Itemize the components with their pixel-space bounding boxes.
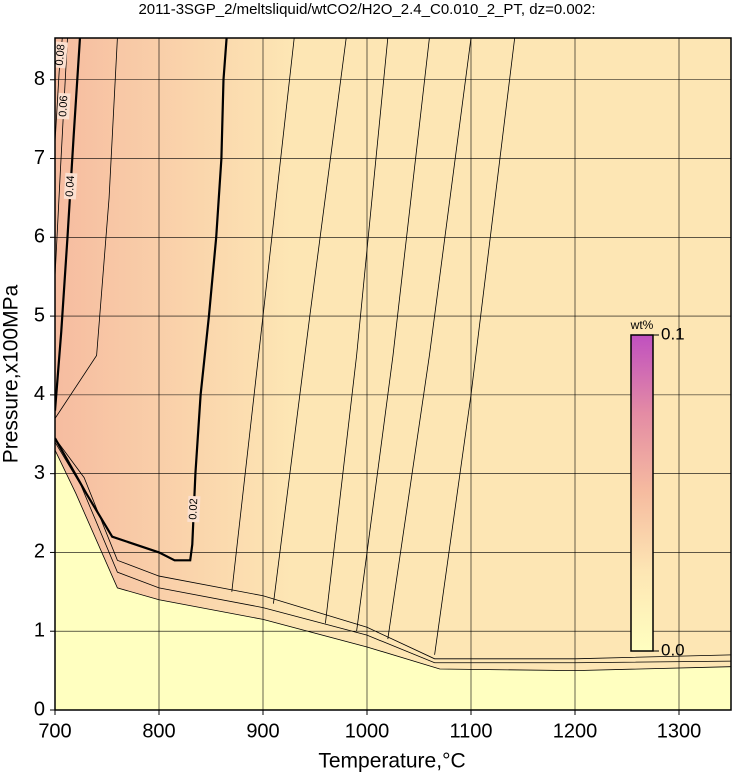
x-tick-label: 700 — [38, 720, 71, 742]
contour-line — [55, 449, 731, 672]
contour-line — [387, 38, 472, 640]
y-tick-label: 5 — [34, 304, 45, 326]
plot-frame — [54, 37, 732, 711]
y-tick-label: 4 — [34, 383, 45, 405]
contour-line — [55, 38, 68, 277]
colorbar-tick-label: 0.1 — [661, 324, 685, 343]
contour-line — [434, 38, 516, 655]
contour-label: 0.04 — [63, 172, 78, 200]
colorbar-tick-label: 0.0 — [661, 640, 685, 659]
contour-line — [55, 38, 82, 411]
contour-line — [231, 38, 295, 592]
x-tick-label: 900 — [246, 720, 279, 742]
contour-line — [273, 38, 347, 604]
y-tick-label: 7 — [34, 147, 45, 169]
contour-label: 0.06 — [57, 92, 71, 120]
y-tick-label: 8 — [34, 68, 45, 90]
contour-label-bg — [187, 495, 201, 523]
contour-label-bg — [55, 41, 68, 69]
x-tick-label: 1300 — [657, 720, 702, 742]
y-tick-label: 2 — [34, 541, 45, 563]
colorbar — [630, 334, 654, 652]
y-axis-label: Pressure,x100MPa — [0, 284, 23, 463]
plot-area: 0.02 0.04 0.06 0.08 — [54, 38, 731, 710]
y-tick-label: 3 — [34, 462, 45, 484]
contour-label-text: 0.06 — [57, 95, 70, 117]
undersaturated-region — [55, 450, 731, 710]
y-tick-label: 1 — [34, 620, 45, 642]
y-tick-label: 0 — [34, 698, 45, 720]
x-tick-label: 1200 — [553, 720, 598, 742]
colorbar-label: wt% — [630, 318, 654, 332]
x-tick-label: 1100 — [449, 720, 492, 742]
field-background — [55, 38, 731, 710]
y-tick-label: 6 — [34, 226, 45, 248]
contour-label-text: 0.02 — [187, 498, 200, 520]
chart-title: 2011-3SGP_2/meltsliquid/wtCO2/H2O_2.4_C0… — [138, 1, 595, 18]
contour-line — [55, 437, 731, 660]
x-axis-label: Temperature,°C — [318, 750, 465, 773]
contour-line — [325, 38, 389, 624]
contour-line — [55, 38, 118, 419]
contour-line — [356, 38, 430, 632]
contour-label-bg — [63, 172, 78, 200]
contour-line — [55, 441, 731, 664]
contour-label: 0.02 — [187, 495, 201, 523]
contour-label-text: 0.08 — [54, 44, 68, 66]
x-tick-label: 800 — [142, 720, 175, 742]
x-tick-label: 1000 — [345, 720, 390, 742]
contour-label-bg — [57, 92, 71, 120]
contour-label-text: 0.04 — [64, 175, 77, 197]
contour-label: 0.08 — [54, 41, 68, 69]
